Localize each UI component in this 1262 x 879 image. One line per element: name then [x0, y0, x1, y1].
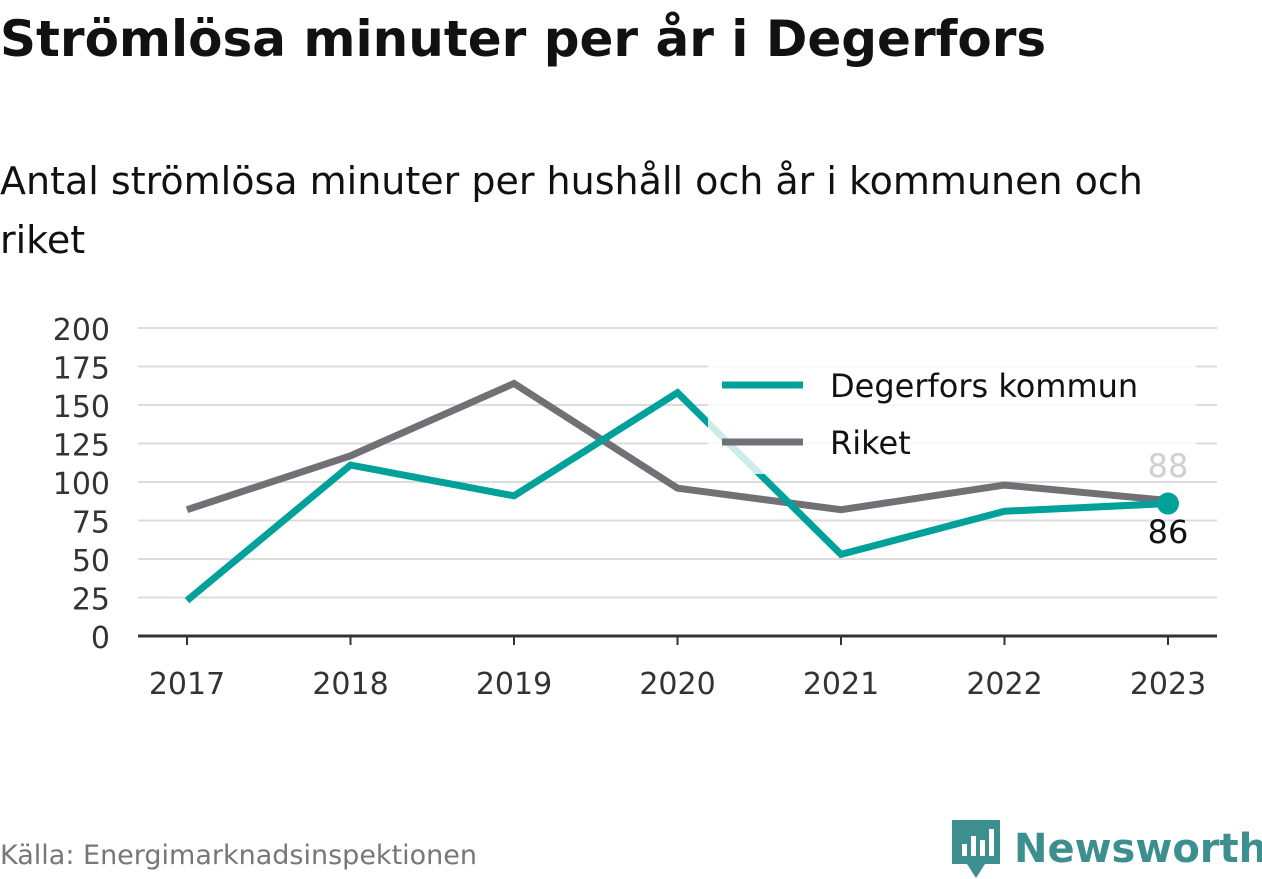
legend-label: Riket — [830, 424, 911, 462]
y-tick-label: 100 — [53, 467, 110, 502]
y-tick-label: 0 — [91, 621, 110, 656]
legend-background — [708, 362, 1196, 474]
y-tick-label: 125 — [53, 429, 110, 464]
series-line — [184, 388, 1169, 604]
end-label: 88 — [1148, 447, 1189, 485]
x-tick-label: 2019 — [476, 667, 552, 702]
x-tick-label: 2020 — [639, 667, 715, 702]
end-point-marker — [1157, 492, 1179, 515]
x-tick-label: 2017 — [149, 667, 225, 702]
brand[interactable]: Newsworthy — [952, 820, 1262, 878]
chart-title: Strömlösa minuter per år i Degerfors — [0, 10, 1047, 68]
brand-name: Newsworthy — [1014, 826, 1262, 872]
series-lines — [184, 379, 1169, 604]
legend: Degerfors kommun Riket — [708, 362, 1196, 474]
x-tick-label: 2023 — [1130, 667, 1206, 702]
x-tick-label: 2018 — [312, 667, 388, 702]
y-tick-label: 175 — [53, 352, 110, 387]
source-note: Källa: Energimarknadsinspektionen — [0, 840, 478, 871]
newsworthy-logo-icon — [952, 820, 1000, 878]
y-tick-label: 150 — [53, 390, 110, 425]
x-tick-label: 2022 — [966, 667, 1042, 702]
legend-label: Degerfors kommun — [830, 367, 1138, 405]
x-axis: 2017 2018 2019 2020 2021 2022 2023 — [138, 634, 1217, 702]
y-tick-label: 200 — [53, 313, 110, 348]
series-line — [185, 379, 1169, 514]
chart-subtitle: Antal strömlösa minuter per hushåll och … — [0, 159, 1143, 262]
end-label: 86 — [1148, 513, 1189, 551]
y-tick-label: 50 — [72, 544, 110, 579]
y-tick-label: 25 — [72, 583, 110, 618]
x-tick-label: 2021 — [803, 667, 879, 702]
y-tick-label: 75 — [72, 506, 110, 541]
end-labels: 88 86 — [1148, 447, 1189, 551]
